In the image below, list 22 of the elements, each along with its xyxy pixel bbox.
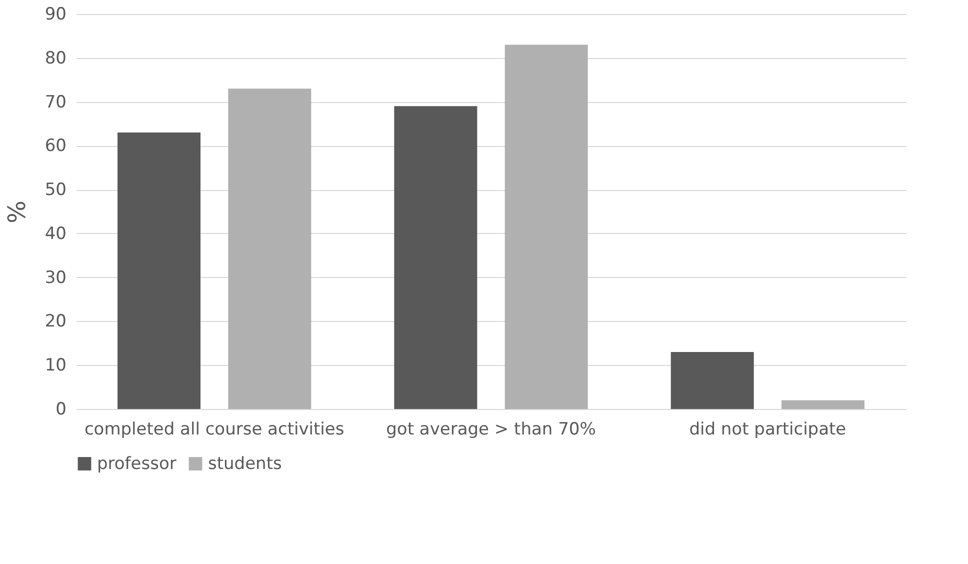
y-tick-label: 30 [44, 268, 66, 288]
bar [670, 352, 754, 409]
x-tick-label: completed all course activities [84, 420, 344, 440]
y-tick-label: 80 [44, 48, 66, 68]
y-tick-label: 10 [44, 356, 66, 376]
y-tick-label: 20 [44, 312, 66, 332]
bar [782, 400, 864, 409]
x-tick-label: did not participate [689, 420, 846, 440]
bar [118, 132, 200, 409]
bar [394, 106, 478, 409]
y-tick-label: 90 [44, 4, 66, 24]
bar [228, 88, 312, 409]
y-axis-title: % [2, 200, 31, 224]
y-tick-label: 50 [44, 180, 66, 200]
y-tick-label: 40 [44, 224, 66, 244]
bar [504, 44, 588, 409]
y-tick-label: 60 [44, 136, 66, 156]
x-tick-label: got average > than 70% [386, 420, 596, 440]
legend-label: students [208, 454, 282, 474]
legend-label: professor [97, 454, 176, 474]
y-tick-label: 70 [44, 92, 66, 112]
y-tick-label: 0 [56, 400, 66, 420]
